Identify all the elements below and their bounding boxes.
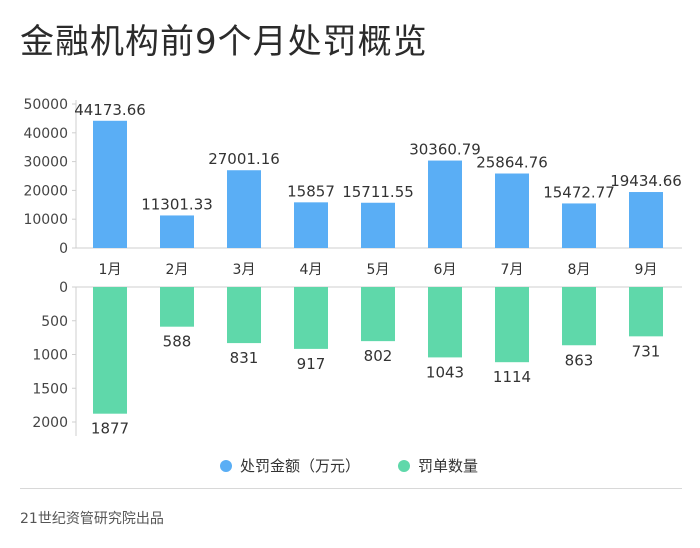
top-series-bars: 44173.66 11301.33 27001.16 15857 15711.55 303… — [74, 101, 682, 248]
bottom-bar-data-label: 917 — [297, 355, 326, 373]
source-credit: 21世纪资管研究院出品 — [20, 511, 164, 527]
top-bar-data-label: 44173.66 — [74, 101, 146, 119]
top-bar-data-label: 15472.77 — [543, 183, 615, 201]
top-y-tick-label: 30000 — [23, 155, 68, 171]
x-category-label: 6月 — [434, 262, 457, 278]
x-category-label: 2月 — [166, 262, 189, 278]
x-category-label: 4月 — [300, 262, 323, 278]
legend: 处罚金额（万元） 罚单数量 — [220, 457, 478, 475]
bottom-bar-data-label: 1114 — [493, 368, 531, 386]
x-category-label: 7月 — [501, 262, 524, 278]
bottom-bar-data-label: 1877 — [91, 420, 129, 438]
bottom-bar — [294, 287, 328, 349]
bottom-bar-data-label: 1043 — [426, 363, 464, 381]
top-y-tick-label: 20000 — [23, 183, 68, 199]
top-bar — [562, 203, 596, 248]
top-y-tick-label: 10000 — [23, 212, 68, 228]
legend-label: 罚单数量 — [418, 457, 478, 475]
top-bar — [160, 215, 194, 248]
bottom-bar — [227, 287, 261, 344]
top-bar-data-label: 30360.79 — [409, 141, 481, 159]
bottom-bar-data-label: 863 — [565, 351, 594, 369]
bottom-y-tick-labels: 0 500 1000 1500 2000 — [32, 280, 76, 431]
legend-label: 处罚金额（万元） — [240, 457, 360, 475]
top-y-tick-label: 50000 — [23, 97, 68, 113]
top-y-tick-labels: 0 10000 20000 30000 40000 50000 — [23, 97, 76, 257]
top-bar — [629, 192, 663, 248]
bottom-bar — [160, 287, 194, 327]
bottom-y-tick-label: 2000 — [32, 415, 68, 431]
bottom-bar — [495, 287, 529, 363]
top-y-tick-label: 40000 — [23, 126, 68, 142]
top-bar — [361, 202, 395, 248]
legend-circle-icon — [220, 460, 232, 472]
bottom-bar-data-label: 831 — [230, 349, 259, 367]
bottom-bar — [629, 287, 663, 337]
top-bar — [428, 160, 462, 248]
top-bar-data-label: 19434.66 — [610, 172, 682, 190]
x-category-label: 3月 — [233, 262, 256, 278]
top-bar — [93, 120, 127, 248]
footer-divider — [20, 488, 682, 489]
bottom-bar-data-label: 802 — [364, 347, 393, 365]
legend-circle-icon — [398, 460, 410, 472]
x-category-label: 1月 — [99, 262, 122, 278]
top-bar-data-label: 25864.76 — [476, 154, 548, 172]
bottom-y-tick-label: 500 — [41, 314, 68, 330]
x-category-label: 9月 — [635, 262, 658, 278]
x-category-label: 8月 — [568, 262, 591, 278]
top-bar-data-label: 11301.33 — [141, 195, 213, 213]
bottom-y-tick-label: 0 — [59, 280, 68, 296]
bottom-bar — [93, 287, 127, 414]
top-bar-data-label: 27001.16 — [208, 150, 280, 168]
bottom-y-tick-label: 1500 — [32, 381, 68, 397]
top-bar — [495, 173, 529, 248]
top-bar — [227, 170, 261, 248]
x-category-labels: 1月 2月 3月 4月 5月 6月 7月 8月 9月 — [99, 262, 658, 278]
bottom-bar — [361, 287, 395, 342]
top-y-tick-label: 0 — [59, 241, 68, 257]
bottom-bar — [428, 287, 462, 358]
bottom-bar-data-label: 731 — [632, 342, 661, 360]
chart-title: 金融机构前9个月处罚概览 — [20, 22, 428, 62]
top-bar-data-label: 15857 — [287, 182, 335, 200]
bottom-bar — [562, 287, 596, 346]
x-category-label: 5月 — [367, 262, 390, 278]
top-bar — [294, 202, 328, 248]
bottom-series-bars: 1877 588 831 917 802 1043 1114 863 731 — [91, 287, 663, 438]
top-bar-data-label: 15711.55 — [342, 183, 414, 201]
bottom-y-tick-label: 1000 — [32, 348, 68, 364]
bottom-bar-data-label: 588 — [163, 333, 192, 351]
